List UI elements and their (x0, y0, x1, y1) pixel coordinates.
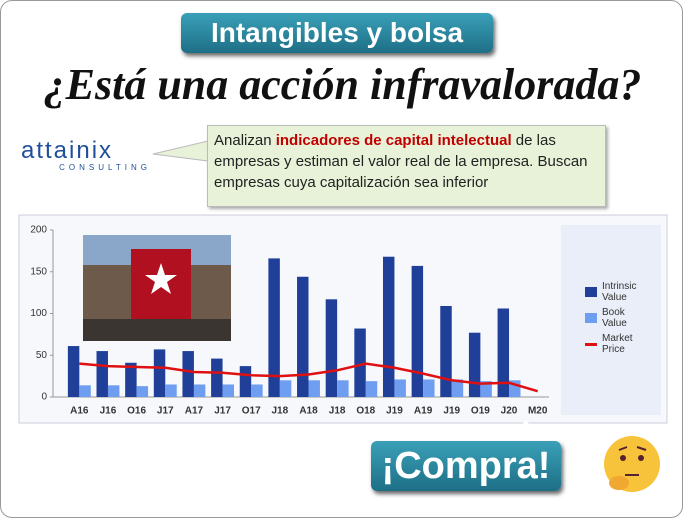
bar (382, 256, 395, 397)
x-tick-label: J16 (100, 406, 117, 417)
note: Analizan indicadores de capital intelect… (207, 125, 606, 207)
legend-bg (561, 225, 661, 415)
legend-swatch (585, 287, 597, 297)
note-highlight: indicadores de capital intelectual (275, 132, 512, 149)
x-tick-label: A19 (414, 406, 433, 417)
y-tick-label: 0 (41, 392, 47, 403)
bar (211, 358, 223, 397)
y-tick-label: 150 (30, 266, 47, 277)
legend-swatch (585, 342, 597, 346)
bar (268, 258, 280, 397)
bar (79, 385, 91, 397)
tag: Intangibles y bolsa (181, 13, 493, 53)
x-tick-label: O18 (356, 406, 375, 417)
x-tick-label: O19 (471, 406, 490, 417)
x-tick-label: J17 (157, 406, 174, 417)
note-text: de las empresas y estiman el valor real … (214, 132, 588, 191)
thinking-icon (604, 436, 660, 492)
callout: ¡Compra! (371, 441, 561, 491)
logo-name: attainix (21, 137, 114, 164)
bar (239, 366, 252, 397)
bar (423, 379, 435, 397)
bar (480, 381, 492, 397)
note-text: Analizan (214, 132, 276, 149)
legend-swatch (585, 313, 597, 323)
y-tick-label: 200 (30, 225, 47, 236)
bar (136, 386, 149, 397)
bar (125, 362, 137, 397)
legend-entry: Book Value (585, 307, 646, 329)
legend-label: Intrinsic Value (602, 281, 637, 303)
x-tick-label: J20 (501, 406, 518, 417)
x-tick-label: O17 (242, 406, 261, 417)
bar (354, 328, 366, 397)
bar (96, 351, 108, 397)
x-tick-label: O16 (127, 406, 146, 417)
x-tick-label: J18 (272, 406, 289, 417)
bar (297, 276, 309, 397)
x-tick-label: A17 (185, 406, 204, 417)
bar (440, 305, 452, 397)
bar (153, 349, 166, 397)
photo (83, 235, 231, 341)
legend-entry: Market Price (585, 333, 646, 355)
bar (325, 299, 338, 397)
logo-sub: CONSULTING (59, 163, 151, 172)
legend: Intrinsic Value Book Value Market Price (585, 281, 646, 359)
legend-entry: Intrinsic Value (585, 281, 646, 303)
bar (451, 379, 464, 397)
x-tick-label: A18 (299, 406, 318, 417)
bar (107, 385, 120, 397)
bar (308, 380, 320, 397)
title: ¿Está una acción infravalorada? (43, 60, 642, 109)
bar (337, 380, 349, 397)
x-tick-label: J18 (329, 406, 346, 417)
callout-pointer (512, 420, 537, 434)
x-tick-label: M20 (528, 406, 548, 417)
x-tick-label: J19 (386, 406, 403, 417)
bar (411, 265, 424, 397)
bar (365, 381, 378, 397)
x-tick-label: A16 (70, 406, 89, 417)
legend-label: Book Value (602, 307, 627, 329)
logo: attainix CONSULTING (21, 137, 151, 173)
bar (193, 384, 206, 397)
bar (165, 384, 177, 397)
bar (509, 380, 521, 397)
bar (182, 351, 194, 397)
bar (67, 346, 80, 397)
y-tick-label: 50 (36, 350, 48, 361)
line (79, 362, 539, 393)
bar (468, 332, 481, 397)
x-tick-label: J17 (214, 406, 231, 417)
legend-label: Market Price (602, 333, 633, 355)
bar (394, 379, 406, 397)
bar (279, 380, 292, 397)
bar (222, 384, 235, 397)
bar (251, 384, 263, 397)
x-tick-label: J19 (443, 406, 460, 417)
bar (497, 308, 510, 397)
y-tick-label: 100 (30, 308, 47, 319)
